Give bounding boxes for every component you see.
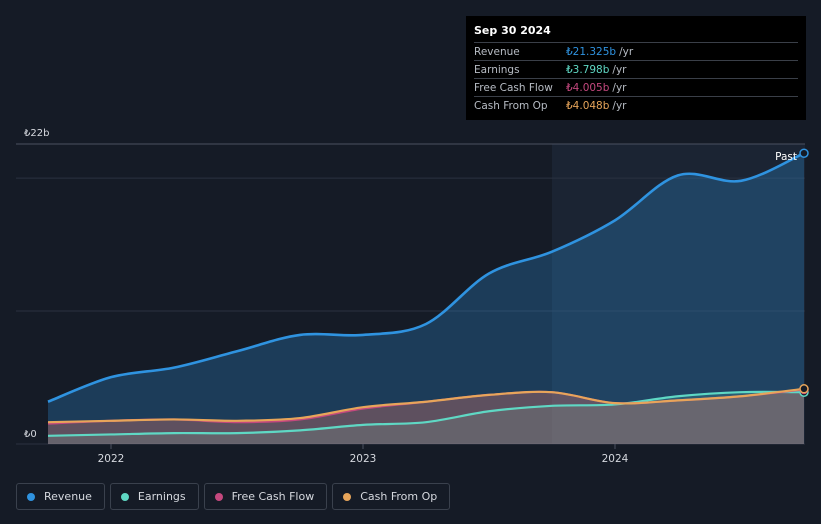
x-tick-label: 2022 xyxy=(98,453,125,465)
legend-item-free-cash-flow[interactable]: Free Cash Flow xyxy=(203,483,328,510)
tooltip-unit: /yr xyxy=(612,63,627,76)
legend-dot-icon xyxy=(120,492,129,501)
tooltip-unit: /yr xyxy=(612,81,627,94)
legend-item-cash-from-op[interactable]: Cash From Op xyxy=(332,483,451,510)
tooltip-unit: /yr xyxy=(619,45,634,58)
tooltip-label: Revenue xyxy=(474,45,520,58)
area-free-cash-flow xyxy=(48,389,804,444)
x-tick-label: 2024 xyxy=(602,453,629,465)
tooltip-label: Cash From Op xyxy=(474,99,548,112)
tooltip-unit: /yr xyxy=(612,99,627,112)
legend-label: Cash From Op xyxy=(360,490,438,503)
tooltip: Sep 30 2024 Revenue ₺21.325b /yr Earning… xyxy=(466,16,806,120)
y-axis-bottom-label: ₺0 xyxy=(24,429,37,440)
end-marker-revenue xyxy=(799,148,809,158)
tooltip-row-revenue: Revenue ₺21.325b /yr xyxy=(474,42,798,60)
series-lines xyxy=(47,152,805,437)
tooltip-value: ₺3.798b xyxy=(566,63,610,76)
tooltip-label: Earnings xyxy=(474,63,520,76)
grid xyxy=(16,143,805,445)
tooltip-row-free-cash-flow: Free Cash Flow ₺4.005b /yr xyxy=(474,78,798,96)
x-tick-label: 2023 xyxy=(350,453,377,465)
end-marker-cash-from-op xyxy=(799,384,809,394)
y-axis-top-label: ₺22b xyxy=(24,128,49,139)
legend-label: Revenue xyxy=(44,490,92,503)
tooltip-row-earnings: Earnings ₺3.798b /yr xyxy=(474,60,798,78)
area-revenue xyxy=(48,153,804,445)
tooltip-date: Sep 30 2024 xyxy=(474,24,551,37)
tooltip-value: ₺4.048b xyxy=(566,99,610,112)
series-end-markers xyxy=(799,148,809,397)
tooltip-value: ₺4.005b xyxy=(566,81,610,94)
legend-label: Free Cash Flow xyxy=(231,490,315,503)
legend-dot-icon xyxy=(27,492,35,501)
tooltip-value: ₺21.325b xyxy=(566,45,617,58)
legend-item-earnings[interactable]: Earnings xyxy=(109,483,199,510)
legend-dot-icon xyxy=(214,492,223,501)
past-label: Past xyxy=(775,151,797,163)
legend: Revenue Earnings Free Cash Flow Cash Fro… xyxy=(16,483,451,510)
tooltip-row-cash-from-op: Cash From Op ₺4.048b /yr xyxy=(474,96,798,114)
x-axis: 2022 2023 2024 xyxy=(98,444,629,465)
line-earnings xyxy=(47,390,805,437)
tooltip-label: Free Cash Flow xyxy=(474,81,553,94)
legend-label: Earnings xyxy=(137,490,186,503)
legend-item-revenue[interactable]: Revenue xyxy=(16,483,105,510)
area-cash-from-op xyxy=(48,388,804,444)
legend-dot-icon xyxy=(343,492,352,501)
series-areas xyxy=(48,153,804,445)
